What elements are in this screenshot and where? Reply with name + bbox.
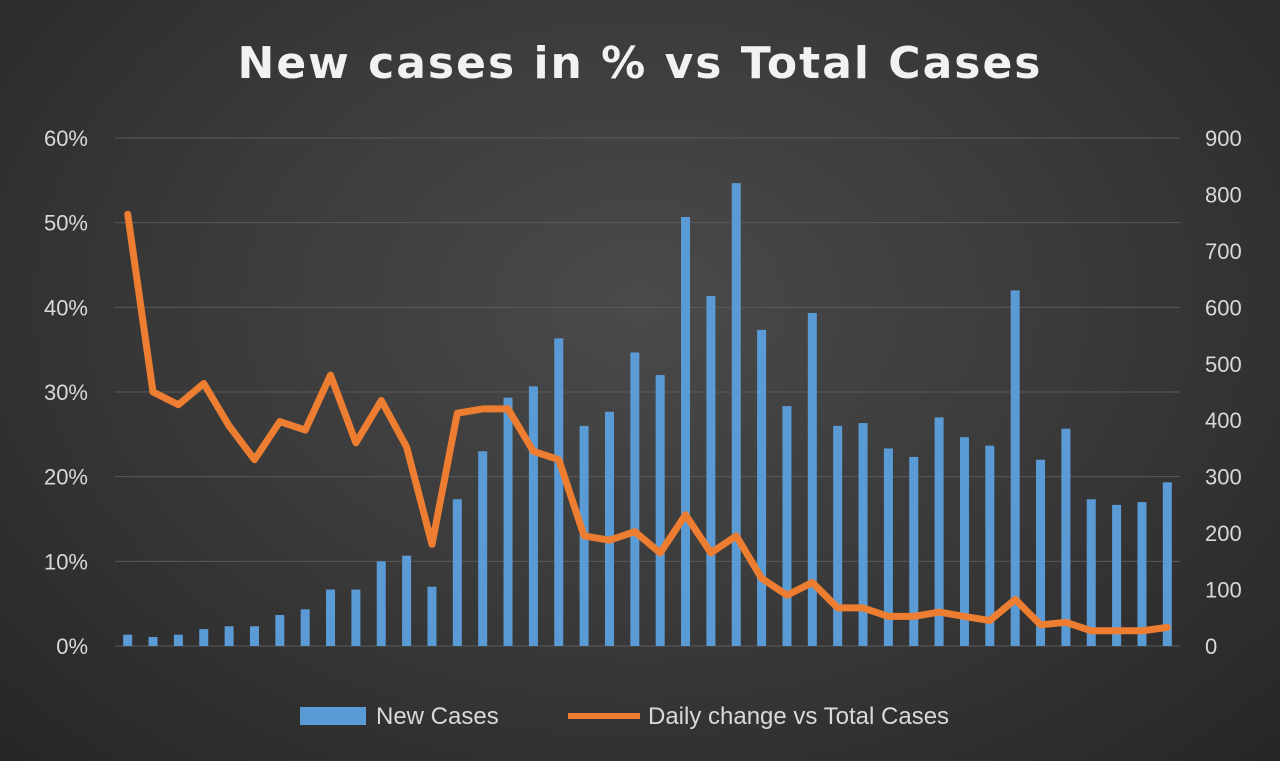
- left-tick-label: 0%: [56, 634, 88, 659]
- new-cases-bar: [326, 589, 336, 646]
- right-tick-label: 500: [1205, 352, 1242, 377]
- right-tick-label: 800: [1205, 182, 1242, 207]
- right-tick-label: 200: [1205, 521, 1242, 546]
- new-cases-bar: [883, 448, 893, 646]
- new-cases-bar: [300, 609, 310, 646]
- right-tick-label: 300: [1205, 465, 1242, 490]
- right-tick-label: 700: [1205, 239, 1242, 264]
- new-cases-bar: [1036, 459, 1046, 646]
- left-tick-label: 40%: [44, 295, 88, 320]
- new-cases-bar: [275, 614, 285, 646]
- new-cases-bar: [630, 352, 640, 646]
- chart-title: New cases in % vs Total Cases: [238, 38, 1043, 89]
- new-cases-bar: [1112, 504, 1122, 646]
- right-tick-label: 900: [1205, 126, 1242, 151]
- new-cases-bar: [224, 626, 234, 646]
- right-axis: 0 100 200 300 400 500 600 700 800 900: [1205, 126, 1242, 659]
- new-cases-bar: [604, 411, 614, 646]
- new-cases-bar: [909, 456, 919, 646]
- new-cases-bar: [1137, 502, 1147, 646]
- right-tick-label: 100: [1205, 578, 1242, 603]
- new-cases-bar: [1086, 499, 1096, 646]
- right-tick-label: 400: [1205, 408, 1242, 433]
- daily-change-line: [124, 210, 1171, 635]
- legend-label-new-cases: New Cases: [376, 703, 499, 730]
- new-cases-bar: [706, 296, 716, 646]
- left-tick-label: 30%: [44, 380, 88, 405]
- left-tick-label: 50%: [44, 211, 88, 236]
- new-cases-bar: [807, 312, 817, 646]
- right-tick-label: 0: [1205, 634, 1217, 659]
- left-axis: 0% 10% 20% 30% 40% 50% 60%: [44, 126, 88, 659]
- new-cases-bar: [959, 437, 969, 646]
- new-cases-bar: [782, 406, 792, 646]
- new-cases-bar: [934, 417, 944, 646]
- right-tick-label: 600: [1205, 295, 1242, 320]
- left-tick-label: 60%: [44, 126, 88, 151]
- new-cases-bar: [199, 629, 209, 646]
- new-cases-bar: [554, 338, 564, 646]
- legend-label-daily-change: Daily change vs Total Cases: [648, 703, 949, 730]
- new-cases-bar: [376, 561, 386, 646]
- new-cases-bar: [148, 636, 158, 646]
- new-cases-bar: [681, 217, 691, 646]
- new-cases-bar: [1061, 428, 1071, 646]
- daily-change-line-group: [124, 210, 1171, 635]
- legend: New Cases Daily change vs Total Cases: [300, 703, 949, 730]
- new-cases-bar: [123, 634, 133, 646]
- legend-swatch-new-cases: [300, 707, 366, 725]
- new-cases-bar: [985, 445, 995, 646]
- new-cases-bar: [452, 499, 462, 646]
- new-cases-bar: [858, 423, 868, 646]
- new-cases-bar: [655, 375, 665, 646]
- new-cases-bar: [427, 586, 437, 646]
- new-cases-bar: [528, 386, 538, 646]
- new-cases-bar: [757, 329, 767, 646]
- left-tick-label: 20%: [44, 465, 88, 490]
- new-cases-bar: [478, 451, 488, 646]
- new-cases-bar: [402, 555, 412, 646]
- new-cases-bar: [249, 626, 259, 646]
- new-cases-bar: [173, 634, 183, 646]
- new-cases-bar: [833, 425, 843, 646]
- new-cases-bar: [1162, 482, 1172, 646]
- new-cases-bars: [123, 183, 1172, 646]
- gridlines: [115, 137, 1180, 647]
- new-cases-bar: [731, 183, 741, 646]
- new-cases-bar: [1010, 290, 1020, 646]
- new-cases-bar: [503, 397, 513, 646]
- new-cases-bar: [351, 589, 361, 646]
- left-tick-label: 10%: [44, 549, 88, 574]
